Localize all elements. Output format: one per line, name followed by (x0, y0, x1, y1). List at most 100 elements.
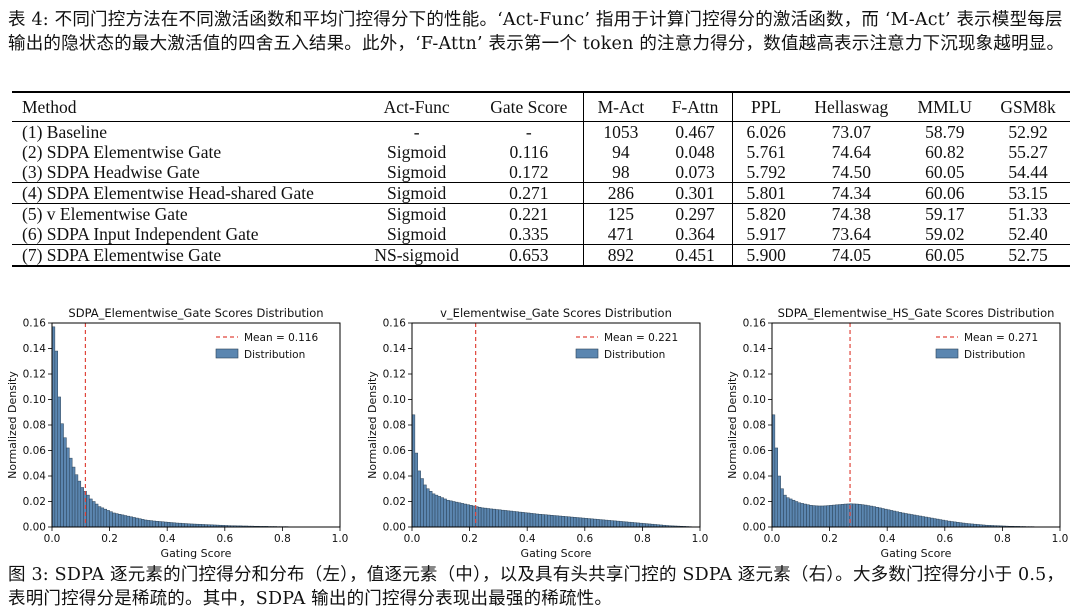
histogram-bar (780, 488, 784, 528)
histogram-bar (466, 504, 470, 528)
histogram-bar (774, 447, 779, 528)
value-cell: 5.820 (732, 203, 800, 224)
y-tick-label: 0.14 (23, 343, 47, 355)
value-cell: 52.40 (1008, 224, 1048, 244)
value-cell: 892 (582, 244, 658, 266)
x-tick-label: 0.0 (764, 533, 781, 545)
histogram-bar (555, 515, 560, 528)
histogram-bar (852, 503, 856, 528)
y-tick-label: 0.06 (383, 445, 407, 457)
histogram-bar (898, 512, 902, 528)
figure-caption: 图 3: SDPA 逐元素的门控得分和分布（左），值逐元素（中），以及具有头共享… (8, 565, 1065, 609)
histogram-bar (103, 508, 107, 528)
value-cell: 59.02 (925, 224, 965, 244)
histogram-bar (477, 506, 482, 528)
legend-mean-label: Mean = 0.221 (604, 332, 678, 344)
histogram-bar (184, 523, 188, 528)
histogram-bar (933, 518, 937, 528)
histogram-bar (541, 514, 545, 528)
value-cell: 0.301 (675, 183, 715, 203)
y-tick-label: 0.02 (383, 496, 406, 508)
table-row: (2) SDPA Elementwise Gate Sigmoid 0.116 94 0… (12, 142, 1070, 162)
column-header: Hellaswag (814, 97, 889, 117)
value-cell: 74.34 (831, 183, 871, 203)
histogram-bar (172, 522, 177, 528)
x-tick-label: 1.0 (332, 533, 349, 545)
histogram-bar (129, 516, 133, 528)
histogram-bar (601, 519, 606, 528)
chart-title: v_Elementwise_Gate Scores Distribution (440, 306, 672, 320)
legend-mean-label: Mean = 0.271 (964, 332, 1038, 344)
histogram-bar (512, 511, 516, 528)
histogram-bar (930, 517, 934, 528)
value-cell: Sigmoid (386, 142, 447, 162)
x-axis-label: Gating Score (521, 547, 592, 560)
x-tick-label: 0.6 (576, 533, 593, 545)
histogram-bar (872, 506, 876, 528)
histogram-bar (961, 522, 966, 528)
y-tick-label: 0.12 (23, 369, 46, 381)
histogram-bar (544, 514, 548, 528)
histogram-bar (783, 494, 787, 528)
histogram-bar (918, 515, 923, 528)
histogram-bar (814, 505, 819, 528)
x-tick-label: 0.6 (936, 533, 953, 545)
histogram-sdpa-elementwise: SDPA_Elementwise_Gate Scores Distributio… (6, 306, 349, 560)
value-cell: Sigmoid (386, 162, 447, 182)
figure-plots: SDPA_Elementwise_Gate Scores Distributio… (0, 305, 1080, 561)
column-header: PPL (732, 92, 800, 122)
table-row: (3) SDPA Headwise Gate Sigmoid 0.172 98 0.07… (12, 162, 1070, 183)
histogram-bar (912, 514, 917, 528)
histogram-bar (414, 452, 419, 528)
y-tick-label: 0.00 (383, 522, 406, 534)
y-tick-label: 0.16 (383, 318, 407, 330)
histogram-bar (869, 505, 874, 528)
histogram-bar (892, 510, 897, 528)
histogram-bar (141, 519, 145, 528)
histogram-bar (587, 518, 591, 528)
value-cell: - (525, 122, 532, 142)
value-cell: 73.64 (831, 224, 871, 244)
histogram-bar (63, 437, 67, 528)
column-header: Act-Func (383, 97, 450, 117)
histogram-bar (475, 506, 479, 528)
histogram-bar (463, 503, 467, 528)
histogram-bar (901, 512, 905, 528)
y-tick-label: 0.10 (743, 394, 766, 406)
x-tick-label: 0.0 (44, 533, 61, 545)
x-axis-label: Gating Score (161, 547, 232, 560)
histogram-bar (452, 501, 456, 528)
histogram-bar (454, 501, 459, 528)
y-tick-label: 0.08 (383, 420, 406, 432)
header-row: Method Act-Func Gate Score M-Act F-Attn PPL He… (12, 92, 1070, 122)
histogram-bar (547, 514, 551, 528)
histogram-bar (895, 511, 899, 528)
histogram-bar (561, 516, 565, 528)
histogram-bar (155, 521, 159, 528)
x-tick-label: 0.8 (634, 533, 651, 545)
histogram-bar (843, 503, 848, 528)
histogram-bar (138, 518, 142, 528)
histogram-bar (823, 505, 827, 528)
histogram-bar (443, 498, 447, 528)
histogram-bar (132, 517, 136, 528)
histogram-bar (57, 396, 61, 528)
value-cell: 0.653 (509, 245, 549, 265)
histogram-bar (875, 506, 879, 528)
y-tick-label: 0.16 (743, 318, 767, 330)
histogram-bar (809, 505, 813, 528)
y-tick-label: 0.04 (743, 471, 767, 483)
value-cell: 0.116 (509, 142, 549, 162)
histogram-bar (581, 517, 586, 528)
legend-distribution-swatch (935, 348, 959, 359)
y-tick-label: 0.04 (23, 471, 47, 483)
histogram-bar (803, 503, 807, 528)
table-row: (1) Baseline - - 1053 0.467 6.026 73.07 58.79 52… (12, 121, 1070, 142)
value-cell: 0.271 (509, 183, 549, 203)
value-cell: Sigmoid (386, 224, 447, 244)
histogram-bar (832, 504, 836, 528)
histogram-bar (840, 504, 845, 528)
histogram-bar (112, 512, 116, 528)
histogram-bar (480, 507, 485, 528)
histogram-bar (549, 515, 554, 528)
